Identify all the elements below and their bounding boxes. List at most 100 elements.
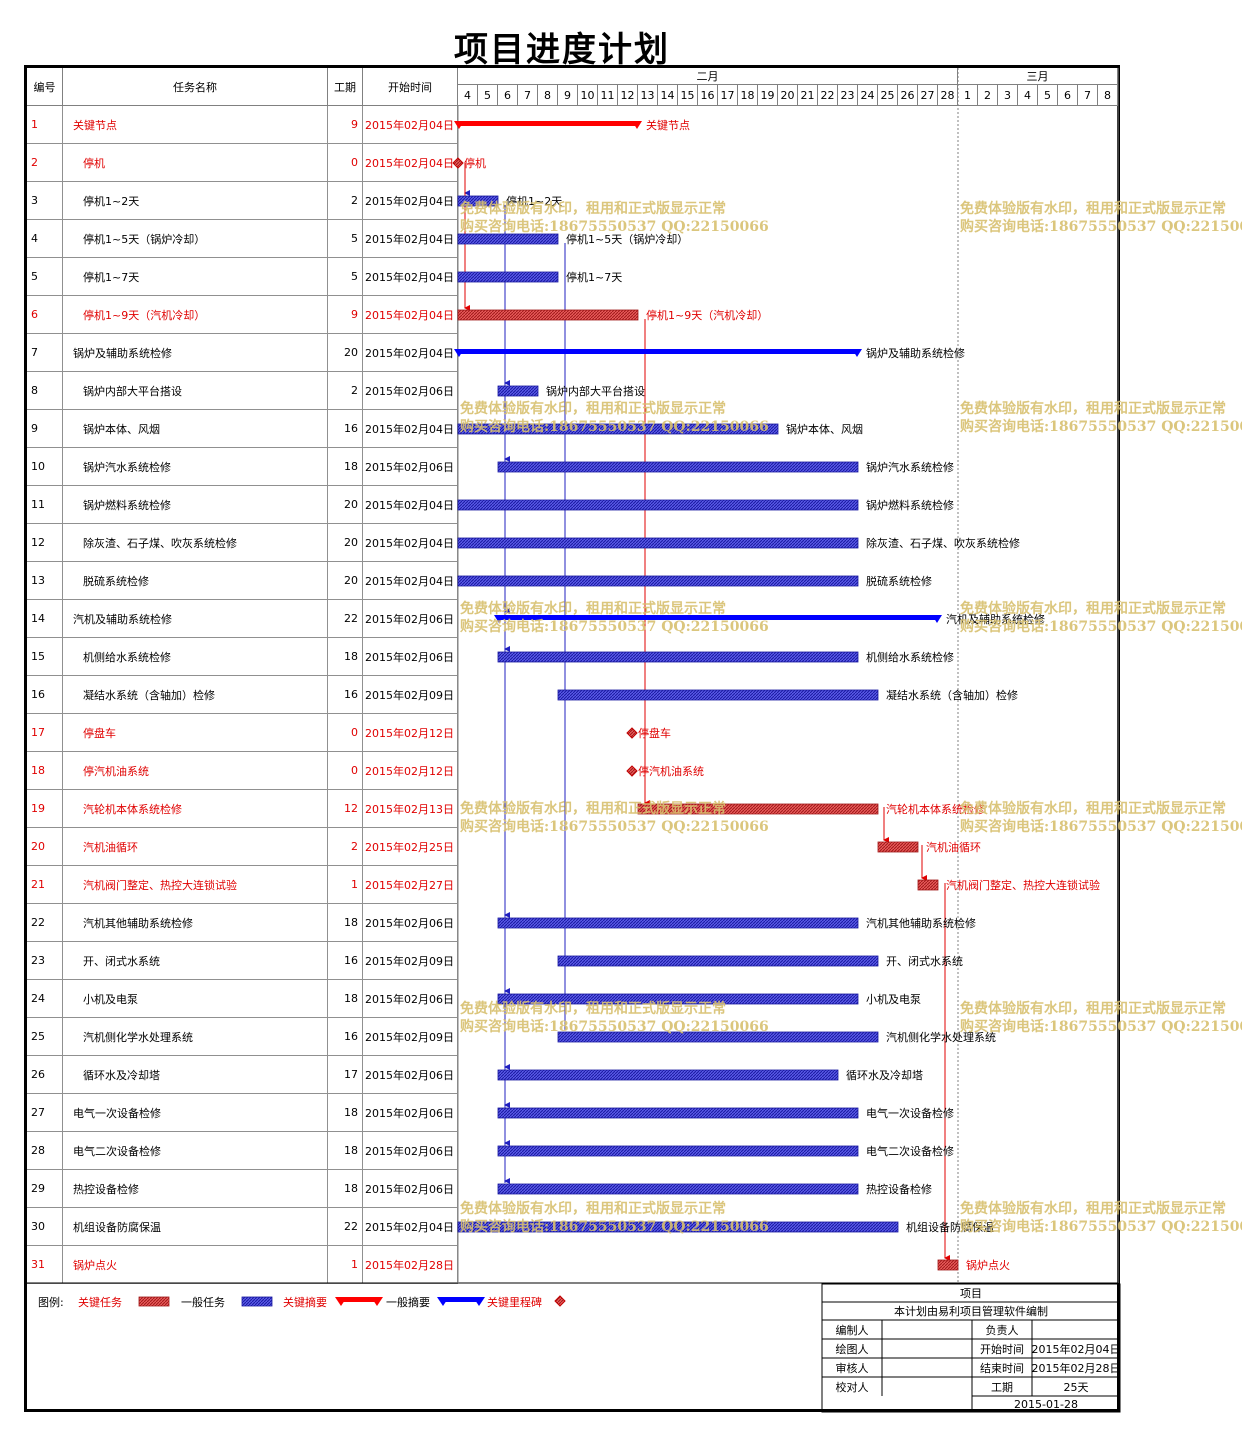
- legend-title: 图例:: [38, 1296, 64, 1309]
- task-bar-label: 停机1~9天（汽机冷却）: [646, 308, 768, 322]
- task-id: 1: [27, 106, 63, 144]
- task-id: 24: [27, 980, 63, 1018]
- table-row[interactable]: 6 停机1~9天（汽机冷却） 9 2015年02月04日: [27, 296, 458, 334]
- legend-critical-summary-label: 关键摘要: [283, 1296, 327, 1309]
- table-row[interactable]: 4 停机1~5天（锅炉冷却） 5 2015年02月04日: [27, 220, 458, 258]
- table-row[interactable]: 14 汽机及辅助系统检修 22 2015年02月06日: [27, 600, 458, 638]
- task-bar-label: 小机及电泵: [866, 992, 921, 1006]
- task-bar-label: 热控设备检修: [866, 1182, 932, 1196]
- day-cell: 24: [858, 85, 878, 106]
- task-duration: 16: [328, 1018, 363, 1056]
- task-name: 关键节点: [63, 106, 328, 144]
- table-row[interactable]: 24 小机及电泵 18 2015年02月06日: [27, 980, 458, 1018]
- table-row[interactable]: 25 汽机侧化学水处理系统 16 2015年02月09日: [27, 1018, 458, 1056]
- table-row[interactable]: 21 汽机阀门整定、热控大连锁试验 1 2015年02月27日: [27, 866, 458, 904]
- task-bar: [497, 461, 859, 473]
- day-cell: 22: [818, 85, 838, 106]
- table-row[interactable]: 10 锅炉汽水系统检修 18 2015年02月06日: [27, 448, 458, 486]
- task-name: 停汽机油系统: [63, 752, 328, 790]
- task-name: 小机及电泵: [63, 980, 328, 1018]
- task-bar-label: 停盘车: [638, 726, 671, 740]
- table-row[interactable]: 17 停盘车 0 2015年02月12日: [27, 714, 458, 752]
- summary-cap: [852, 349, 862, 357]
- task-name: 锅炉及辅助系统检修: [63, 334, 328, 372]
- table-row[interactable]: 19 汽轮机本体系统检修 12 2015年02月13日: [27, 790, 458, 828]
- day-cell: 5: [478, 85, 498, 106]
- table-row[interactable]: 1 关键节点 9 2015年02月04日: [27, 106, 458, 144]
- task-bar: [557, 955, 879, 967]
- table-row[interactable]: 5 停机1~7天 5 2015年02月04日: [27, 258, 458, 296]
- table-row[interactable]: 13 脱硫系统检修 20 2015年02月04日: [27, 562, 458, 600]
- day-cell: 6: [1058, 85, 1078, 106]
- day-cell: 3: [998, 85, 1018, 106]
- day-cell: 2: [978, 85, 998, 106]
- task-duration: 18: [328, 980, 363, 1018]
- task-bar: [497, 1145, 859, 1157]
- summary-bar: [498, 615, 938, 620]
- task-bar: [497, 1069, 839, 1081]
- task-id: 14: [27, 600, 63, 638]
- task-bar-label: 锅炉点火: [966, 1259, 1010, 1272]
- task-bar: [457, 309, 639, 321]
- table-row[interactable]: 23 开、闭式水系统 16 2015年02月09日: [27, 942, 458, 980]
- table-row[interactable]: 18 停汽机油系统 0 2015年02月12日: [27, 752, 458, 790]
- task-name: 停机: [63, 144, 328, 182]
- page-title: 项目进度计划: [454, 30, 670, 70]
- table-row[interactable]: 28 电气二次设备检修 18 2015年02月06日: [27, 1132, 458, 1170]
- task-bar: [457, 1221, 899, 1233]
- info-start-label: 开始时间: [980, 1342, 1024, 1356]
- task-bar-label: 停机1~5天（锅炉冷却）: [566, 232, 688, 246]
- header-start: 开始时间: [363, 68, 458, 106]
- table-row[interactable]: 9 锅炉本体、风烟 16 2015年02月04日: [27, 410, 458, 448]
- task-id: 25: [27, 1018, 63, 1056]
- info-note: 本计划由易利项目管理软件编制: [894, 1305, 1048, 1318]
- legend-critical-task-swatch: [138, 1296, 170, 1307]
- task-id: 22: [27, 904, 63, 942]
- task-bar-label: 汽机及辅助系统检修: [946, 612, 1045, 626]
- task-id: 8: [27, 372, 63, 410]
- task-bar: [557, 689, 879, 701]
- table-row[interactable]: 12 除灰渣、石子煤、吹灰系统检修 20 2015年02月04日: [27, 524, 458, 562]
- table-row[interactable]: 11 锅炉燃料系统检修 20 2015年02月04日: [27, 486, 458, 524]
- table-row[interactable]: 2 停机 0 2015年02月04日: [27, 144, 458, 182]
- summary-bar: [458, 121, 638, 126]
- task-duration: 5: [328, 258, 363, 296]
- legend-normal-summary-swatch-cap: [437, 1297, 449, 1306]
- legend-critical-summary-swatch-cap: [371, 1297, 383, 1306]
- task-duration: 2: [328, 828, 363, 866]
- task-duration: 16: [328, 410, 363, 448]
- day-cell: 7: [518, 85, 538, 106]
- task-bar-label: 关键节点: [646, 118, 690, 132]
- table-row[interactable]: 15 机侧给水系统检修 18 2015年02月06日: [27, 638, 458, 676]
- task-duration: 1: [328, 866, 363, 904]
- task-bar: [937, 1259, 959, 1271]
- task-bar: [457, 233, 559, 245]
- table-row[interactable]: 16 凝结水系统（含轴加）检修 16 2015年02月09日: [27, 676, 458, 714]
- task-duration: 22: [328, 1208, 363, 1246]
- task-name: 锅炉内部大平台搭设: [63, 372, 328, 410]
- legend-milestone-swatch: [554, 1295, 566, 1307]
- task-id: 13: [27, 562, 63, 600]
- legend-normal-summary-swatch: [441, 1297, 481, 1302]
- table-row[interactable]: 26 循环水及冷却塔 17 2015年02月06日: [27, 1056, 458, 1094]
- task-name: 汽轮机本体系统检修: [63, 790, 328, 828]
- task-bar-label: 锅炉汽水系统检修: [866, 460, 954, 474]
- table-row[interactable]: 27 电气一次设备检修 18 2015年02月06日: [27, 1094, 458, 1132]
- day-cell: 10: [578, 85, 598, 106]
- table-row[interactable]: 30 机组设备防腐保温 22 2015年02月04日: [27, 1208, 458, 1246]
- task-bar-label: 停机: [464, 156, 486, 170]
- task-bar-label: 锅炉及辅助系统检修: [866, 346, 965, 360]
- table-row[interactable]: 3 停机1~2天 2 2015年02月04日: [27, 182, 458, 220]
- milestone-diamond: [452, 157, 464, 169]
- task-name: 锅炉汽水系统检修: [63, 448, 328, 486]
- task-name: 机侧给水系统检修: [63, 638, 328, 676]
- day-cell: 23: [838, 85, 858, 106]
- task-duration: 0: [328, 144, 363, 182]
- task-name: 开、闭式水系统: [63, 942, 328, 980]
- day-cell: 12: [618, 85, 638, 106]
- task-duration: 18: [328, 638, 363, 676]
- table-row[interactable]: 20 汽机油循环 2 2015年02月25日: [27, 828, 458, 866]
- info-box-border: [821, 1283, 1121, 1413]
- table-row[interactable]: 29 热控设备检修 18 2015年02月06日: [27, 1170, 458, 1208]
